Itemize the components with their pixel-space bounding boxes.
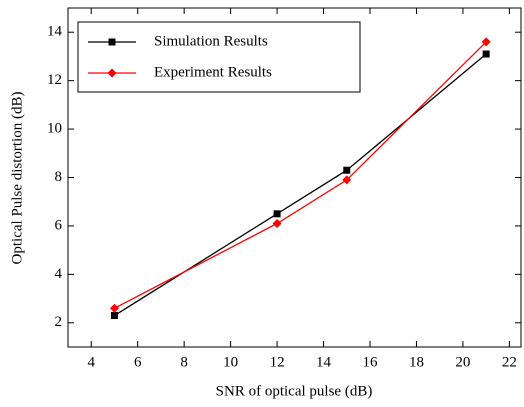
- x-tick-label: 8: [180, 354, 188, 370]
- x-tick-label: 12: [270, 354, 285, 370]
- y-tick-label: 14: [47, 24, 63, 40]
- y-tick-label: 10: [47, 121, 62, 137]
- y-tick-label: 4: [55, 266, 63, 282]
- x-tick-label: 20: [455, 354, 470, 370]
- y-tick-label: 2: [55, 314, 63, 330]
- plot-frame: [67, 7, 522, 348]
- x-axis-label: SNR of optical pulse (dB): [216, 383, 373, 399]
- y-tick-label: 8: [55, 169, 63, 185]
- x-tick-label: 4: [87, 354, 95, 370]
- y-tick-label: 6: [55, 217, 63, 233]
- legend-marker: [108, 38, 116, 46]
- x-tick-label: 10: [223, 354, 238, 370]
- marker: [343, 166, 351, 174]
- legend-label: Simulation Results: [154, 33, 268, 49]
- marker: [109, 303, 119, 313]
- y-axis-label: Optical Pulse distortion (dB): [9, 92, 25, 265]
- x-tick-label: 14: [316, 354, 332, 370]
- marker: [273, 210, 281, 218]
- y-tick-label: 12: [47, 72, 62, 88]
- series-line: [114, 41, 487, 309]
- x-tick-label: 22: [502, 354, 517, 370]
- marker: [272, 219, 282, 229]
- series-line: [114, 53, 487, 317]
- marker: [342, 175, 352, 185]
- marker: [482, 50, 490, 58]
- x-tick-label: 6: [134, 354, 142, 370]
- legend-marker: [107, 68, 117, 78]
- legend-box: [77, 21, 361, 93]
- legend-label: Experiment Results: [154, 64, 272, 80]
- x-tick-label: 16: [363, 354, 379, 370]
- marker: [110, 312, 118, 320]
- marker: [481, 37, 491, 47]
- x-tick-label: 18: [409, 354, 424, 370]
